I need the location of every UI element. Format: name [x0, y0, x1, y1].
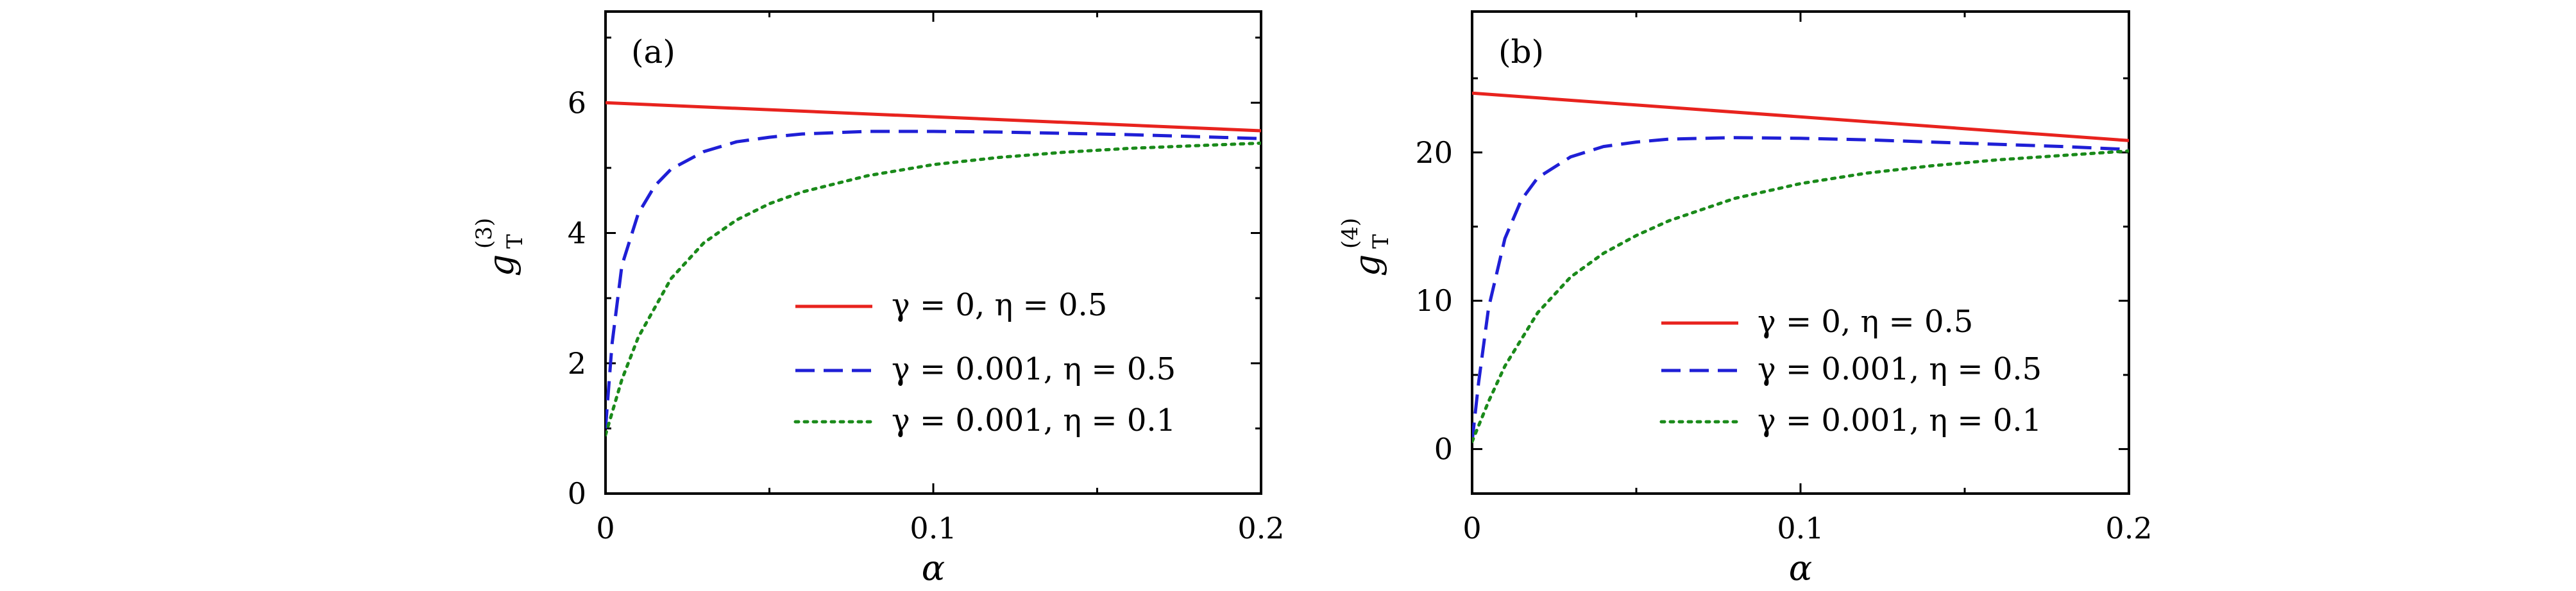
- series-line-2: [606, 141, 1261, 437]
- x-tick-label: 0: [1462, 511, 1481, 545]
- x-axis-title: α: [1789, 548, 1812, 588]
- y-axis-title-main: g: [1347, 254, 1387, 277]
- x-tick-label: 0.1: [910, 511, 956, 545]
- legend-label: γ = 0.001, η = 0.1: [892, 403, 1176, 438]
- panel-a: 0 0.1 0.2 0 2 4 6 α gT (3) (a) γ = 0, η = 0.5 γ = 0.…: [471, 10, 1285, 588]
- y-tick-label: 6: [568, 85, 586, 120]
- legend-label: γ = 0.001, η = 0.5: [1758, 351, 2042, 387]
- y-axis-title-sup: (4): [1337, 218, 1363, 249]
- y-tick-label: 4: [568, 216, 586, 251]
- legend-label: γ = 0, η = 0.5: [1758, 304, 1973, 340]
- series-line-0: [606, 101, 1261, 133]
- x-axis-title: α: [922, 548, 945, 588]
- series-line-2: [1472, 149, 2129, 444]
- x-tick-label: 0.1: [1777, 511, 1824, 545]
- y-axis-title: gT (3): [471, 218, 528, 276]
- y-axis-title: gT (4): [1337, 218, 1394, 276]
- panel-b: 0 0.1 0.2 0 10 20 α gT (4) (b) γ = 0, η = 0.5 γ = 0…: [1337, 10, 2153, 588]
- x-tick-label: 0.2: [2105, 511, 2152, 545]
- legend-label: γ = 0, η = 0.5: [892, 287, 1107, 323]
- y-tick-label: 0: [568, 476, 586, 511]
- x-tick-label: 0: [596, 511, 614, 545]
- y-axis-title-main: g: [481, 254, 521, 277]
- series-line-1: [606, 129, 1261, 429]
- y-tick-label: 20: [1415, 135, 1453, 170]
- legend-label: γ = 0.001, η = 0.5: [892, 351, 1176, 387]
- y-axis-title-sup: (3): [471, 218, 497, 249]
- panel-tag: (b): [1498, 33, 1544, 71]
- panel-tag: (a): [631, 33, 675, 71]
- y-axis-title-sub: T: [502, 234, 528, 249]
- series-line-1: [1472, 136, 2129, 442]
- y-axis-title-sub: T: [1368, 234, 1394, 249]
- series-line-0: [1472, 91, 2129, 142]
- legend-label: γ = 0.001, η = 0.1: [1758, 403, 2042, 438]
- x-tick-label: 0.2: [1237, 511, 1284, 545]
- y-tick-label: 0: [1434, 432, 1453, 467]
- y-tick-label: 2: [568, 346, 586, 381]
- y-tick-label: 10: [1415, 283, 1453, 318]
